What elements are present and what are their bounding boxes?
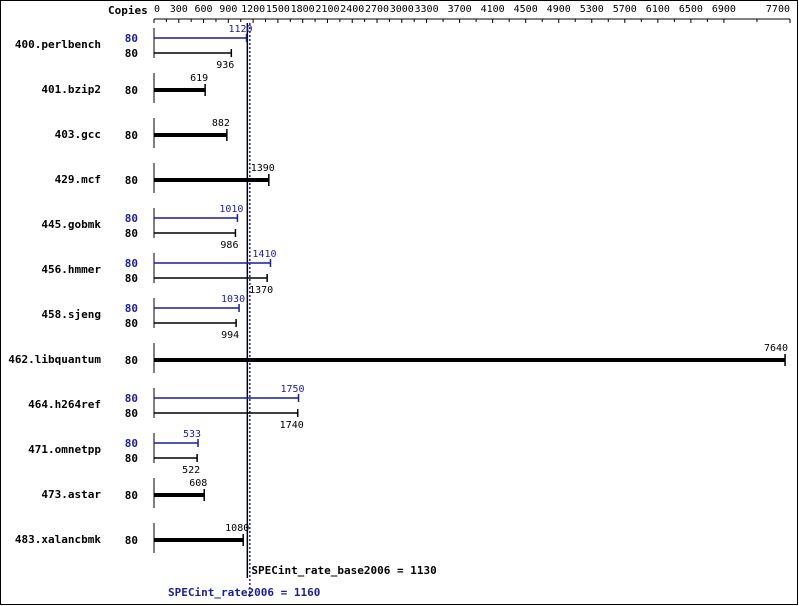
x-tick-label: 900	[219, 4, 237, 15]
peak-value-label: 1750	[280, 384, 304, 395]
base-copies: 80	[125, 317, 138, 330]
peak-value-label: 1010	[219, 204, 243, 215]
base-value-label: 1390	[251, 163, 275, 174]
benchmark-name: 456.hmmer	[41, 263, 101, 276]
benchmark-name: 445.gobmk	[41, 218, 101, 231]
base-copies: 80	[125, 47, 138, 60]
x-tick-label: 2100	[315, 4, 339, 15]
base-copies: 80	[125, 354, 138, 367]
x-tick-label: 300	[170, 4, 188, 15]
x-tick-label: 5700	[613, 4, 637, 15]
x-tick-label: 6900	[712, 4, 736, 15]
x-tick-label: 7700	[766, 4, 790, 15]
peak-value-label: 1410	[252, 249, 276, 260]
benchmark-name: 473.astar	[41, 488, 101, 501]
base-value-label: 1740	[280, 420, 304, 431]
x-tick-label: 4100	[481, 4, 505, 15]
peak-copies: 80	[125, 257, 138, 270]
base-copies: 80	[125, 407, 138, 420]
x-tick-label: 6100	[646, 4, 670, 15]
base-copies: 80	[125, 534, 138, 547]
base-value-label: 1080	[225, 523, 249, 534]
benchmark-name: 400.perlbench	[15, 38, 101, 51]
x-tick-label: 1200	[241, 4, 265, 15]
peak-value-label: 533	[183, 429, 201, 440]
x-tick-label: 600	[195, 4, 213, 15]
peak-reference-label: SPECint_rate2006 = 1160	[168, 586, 320, 599]
peak-copies: 80	[125, 302, 138, 315]
copies-header: Copies	[108, 4, 148, 17]
x-tick-label: 3700	[448, 4, 472, 15]
base-value-label: 882	[212, 118, 230, 129]
base-copies: 80	[125, 84, 138, 97]
benchmark-name: 464.h264ref	[28, 398, 101, 411]
base-value-label: 619	[190, 73, 208, 84]
x-tick-label: 6500	[679, 4, 703, 15]
x-tick-label: 0	[154, 4, 160, 15]
base-copies: 80	[125, 227, 138, 240]
benchmark-name: 462.libquantum	[8, 353, 101, 366]
x-tick-label: 5300	[580, 4, 604, 15]
x-tick-label: 2700	[365, 4, 389, 15]
x-tick-label: 1800	[291, 4, 315, 15]
peak-copies: 80	[125, 437, 138, 450]
base-value-label: 986	[220, 240, 238, 251]
base-value-label: 522	[182, 465, 200, 476]
benchmark-name: 401.bzip2	[41, 83, 101, 96]
base-reference-label: SPECint_rate_base2006 = 1130	[251, 564, 436, 577]
base-value-label: 936	[216, 60, 234, 71]
x-tick-label: 1500	[266, 4, 290, 15]
base-copies: 80	[125, 129, 138, 142]
benchmark-name: 458.sjeng	[41, 308, 101, 321]
base-value-label: 608	[189, 478, 207, 489]
benchmark-name: 429.mcf	[55, 173, 101, 186]
base-copies: 80	[125, 272, 138, 285]
base-value-label: 994	[221, 330, 239, 341]
x-tick-label: 4900	[547, 4, 571, 15]
base-copies: 80	[125, 452, 138, 465]
benchmark-name: 471.omnetpp	[28, 443, 101, 456]
base-copies: 80	[125, 174, 138, 187]
peak-value-label: 1120	[228, 24, 252, 35]
peak-copies: 80	[125, 392, 138, 405]
x-tick-label: 3300	[415, 4, 439, 15]
peak-copies: 80	[125, 212, 138, 225]
base-value-label: 1370	[249, 285, 273, 296]
base-value-label: 7640	[764, 343, 788, 354]
peak-copies: 80	[125, 32, 138, 45]
base-copies: 80	[125, 489, 138, 502]
peak-value-label: 1030	[221, 294, 245, 305]
x-tick-label: 4500	[514, 4, 538, 15]
x-tick-label: 3000	[390, 4, 414, 15]
benchmark-name: 483.xalancbmk	[15, 533, 101, 546]
benchmark-name: 403.gcc	[55, 128, 101, 141]
x-tick-label: 2400	[340, 4, 364, 15]
